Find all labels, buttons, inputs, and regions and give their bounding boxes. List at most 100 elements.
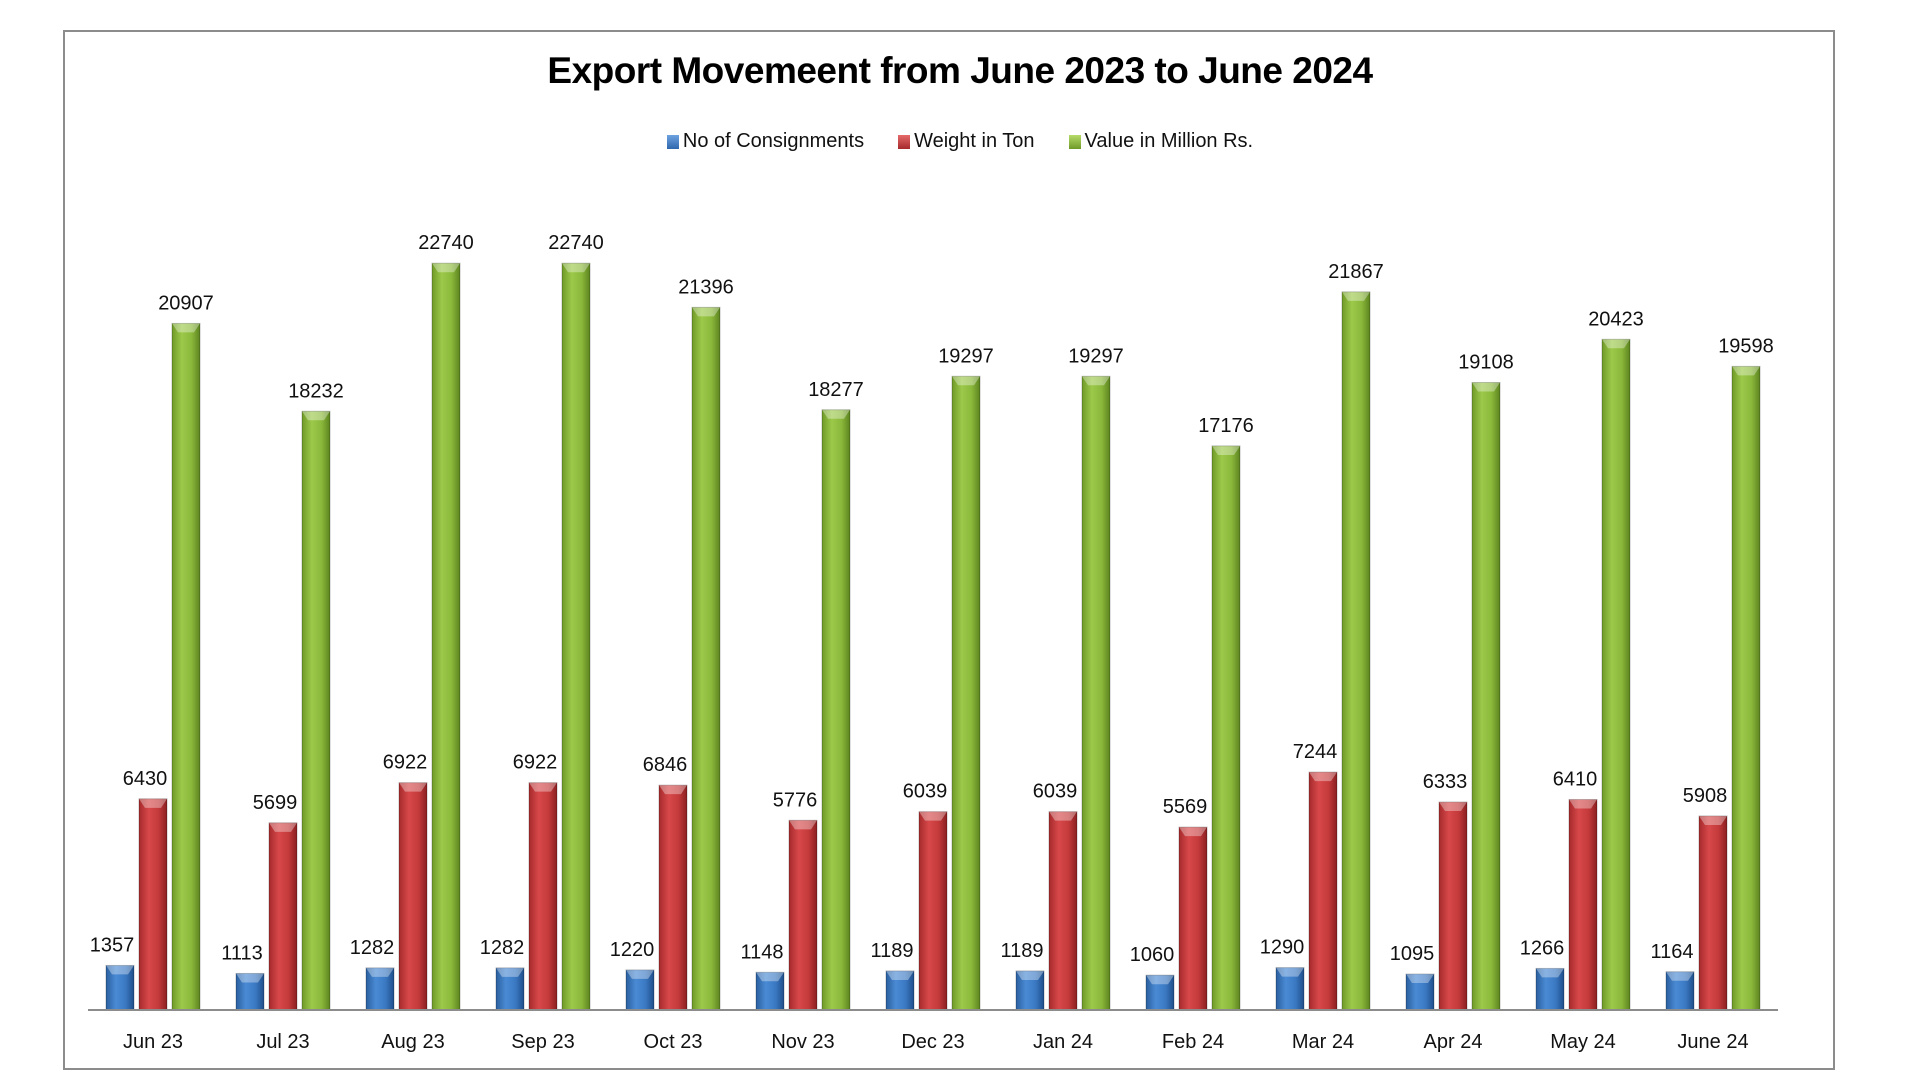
legend-label-consignments: No of Consignments (682, 130, 865, 152)
data-label-weight-in-ton-mar-24: 7244 (1293, 741, 1338, 763)
bar-value-in-million-rs--sep-23 (561, 262, 591, 1011)
data-label-no-of-consignments-jul-23: 1113 (221, 942, 263, 964)
bar-weight-in-ton-may-24 (1568, 798, 1598, 1011)
bar-bevel (756, 972, 784, 982)
bar-value-in-million-rs--feb-24 (1211, 445, 1241, 1011)
data-label-weight-in-ton-oct-23: 6846 (643, 754, 688, 776)
bar-bevel (366, 967, 394, 977)
bar-bevel (692, 307, 720, 317)
bar-no-of-consignments-apr-24 (1405, 973, 1435, 1011)
bar-no-of-consignments-sep-23 (495, 967, 525, 1011)
data-label-weight-in-ton-dec-23: 6039 (903, 781, 948, 803)
bar-value-in-million-rs--apr-24 (1471, 381, 1501, 1011)
bar-value-in-million-rs--nov-23 (821, 409, 851, 1011)
bar-no-of-consignments-dec-23 (885, 970, 915, 1011)
data-label-value-in-million-rs--jan-24: 19297 (1068, 345, 1124, 367)
bar-bevel (236, 973, 264, 983)
bar-no-of-consignments-oct-23 (625, 969, 655, 1011)
category-label-oct-23: Oct 23 (644, 1031, 703, 1053)
data-label-weight-in-ton-jan-24: 6039 (1033, 781, 1078, 803)
chart-frame (63, 30, 1835, 1070)
legend: No of Consignments Weight in Ton Value i… (0, 130, 1920, 153)
bar-no-of-consignments-aug-23 (365, 967, 395, 1011)
bar-bevel (952, 376, 980, 386)
data-label-value-in-million-rs--jul-23: 18232 (288, 380, 344, 402)
bar-weight-in-ton-jul-23 (268, 822, 298, 1011)
data-label-value-in-million-rs--apr-24: 19108 (1458, 351, 1514, 373)
bar-weight-in-ton-sep-23 (528, 782, 558, 1011)
bar-bevel (1666, 971, 1694, 981)
bar-bevel (1212, 445, 1240, 455)
category-label-may-24: May 24 (1550, 1031, 1616, 1053)
bar-bevel (302, 411, 330, 421)
data-label-value-in-million-rs--jun-23: 20907 (158, 292, 214, 314)
bar-no-of-consignments-jan-24 (1015, 970, 1045, 1011)
bar-bevel (1179, 827, 1207, 837)
category-label-jul-23: Jul 23 (256, 1031, 309, 1053)
bar-bevel (139, 798, 167, 808)
bar-bevel (1406, 974, 1434, 984)
bar-bevel (1276, 967, 1304, 977)
bar-no-of-consignments-june-24 (1665, 971, 1695, 1011)
bar-bevel (1602, 339, 1630, 349)
bar-bevel (562, 263, 590, 273)
bar-bevel (496, 967, 524, 977)
bar-weight-in-ton-mar-24 (1308, 771, 1338, 1011)
data-label-value-in-million-rs--may-24: 20423 (1588, 308, 1644, 330)
bar-bevel (1016, 970, 1044, 980)
bar-value-in-million-rs--aug-23 (431, 262, 461, 1011)
bar-bevel (1439, 802, 1467, 812)
legend-swatch-weight (898, 134, 911, 149)
data-label-weight-in-ton-apr-24: 6333 (1423, 771, 1468, 793)
legend-item-consignments: No of Consignments (666, 130, 865, 153)
bar-bevel (822, 409, 850, 419)
data-label-value-in-million-rs--oct-23: 21396 (678, 276, 734, 298)
category-label-aug-23: Aug 23 (381, 1031, 444, 1053)
bar-bevel (1049, 811, 1077, 821)
chart-title: Export Movemeent from June 2023 to June … (547, 50, 1373, 91)
bar-bevel (1569, 799, 1597, 809)
category-label-sep-23: Sep 23 (511, 1031, 574, 1053)
data-label-no-of-consignments-may-24: 1266 (1520, 937, 1565, 959)
bar-bevel (1472, 382, 1500, 392)
data-label-weight-in-ton-jun-23: 6430 (123, 768, 168, 790)
data-label-no-of-consignments-dec-23: 1189 (870, 940, 913, 962)
legend-swatch-consignments (666, 134, 679, 149)
bar-bevel (269, 822, 297, 832)
bar-value-in-million-rs--oct-23 (691, 306, 721, 1011)
data-label-weight-in-ton-aug-23: 6922 (383, 752, 428, 774)
data-label-value-in-million-rs--june-24: 19598 (1718, 335, 1774, 357)
data-label-no-of-consignments-nov-23: 1148 (740, 941, 783, 963)
category-label-jan-24: Jan 24 (1033, 1031, 1093, 1053)
bar-bevel (1699, 815, 1727, 825)
bar-value-in-million-rs--jul-23 (301, 410, 331, 1011)
bar-bevel (886, 970, 914, 980)
data-label-weight-in-ton-jul-23: 5699 (253, 792, 298, 814)
bar-no-of-consignments-may-24 (1535, 967, 1565, 1011)
data-label-no-of-consignments-mar-24: 1290 (1260, 937, 1305, 959)
bar-bevel (919, 811, 947, 821)
bar-bevel (1309, 772, 1337, 782)
bar-bevel (1342, 291, 1370, 301)
bar-weight-in-ton-oct-23 (658, 784, 688, 1011)
category-label-feb-24: Feb 24 (1162, 1031, 1224, 1053)
legend-swatch-value (1068, 134, 1081, 149)
data-label-weight-in-ton-may-24: 6410 (1553, 768, 1598, 790)
data-label-no-of-consignments-jun-23: 1357 (90, 934, 135, 956)
data-label-no-of-consignments-jan-24: 1189 (1000, 940, 1043, 962)
bar-bevel (1082, 376, 1110, 386)
category-label-apr-24: Apr 24 (1424, 1031, 1483, 1053)
bar-weight-in-ton-dec-23 (918, 811, 948, 1011)
bar-bevel (1732, 366, 1760, 376)
bar-value-in-million-rs--jun-23 (171, 322, 201, 1011)
bar-weight-in-ton-nov-23 (788, 819, 818, 1011)
category-label-june-24: June 24 (1677, 1031, 1748, 1053)
bar-weight-in-ton-feb-24 (1178, 826, 1208, 1011)
bar-bevel (659, 785, 687, 795)
legend-item-weight: Weight in Ton (898, 130, 1035, 153)
data-label-weight-in-ton-june-24: 5908 (1683, 785, 1728, 807)
bar-weight-in-ton-june-24 (1698, 815, 1728, 1011)
data-label-value-in-million-rs--feb-24: 17176 (1198, 415, 1254, 437)
data-label-value-in-million-rs--aug-23: 22740 (418, 232, 474, 254)
